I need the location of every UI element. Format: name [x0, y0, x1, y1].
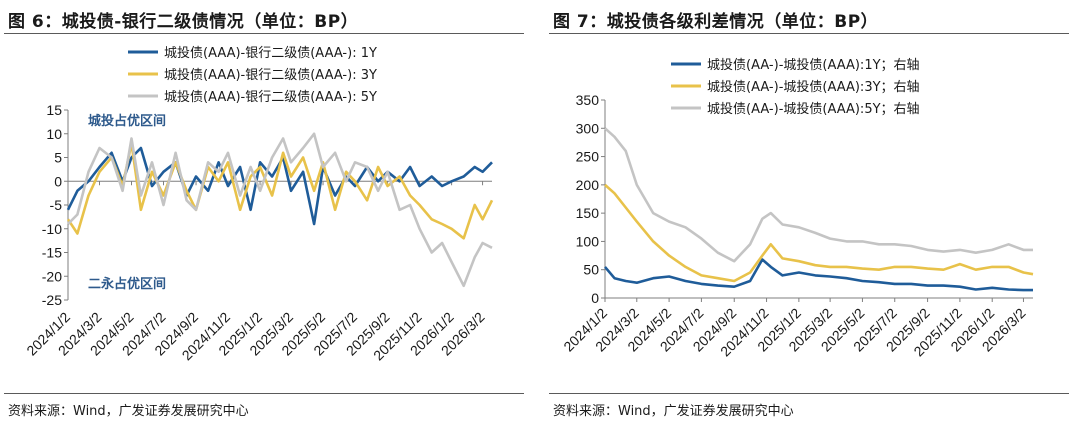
y-tick-label: -10	[42, 221, 62, 237]
series-line-2	[66, 142, 494, 240]
right-top-rule	[549, 33, 1069, 34]
right-bottom-rule	[549, 393, 1069, 394]
annotation-erjiyong-advantage: 二永占优区间	[88, 276, 166, 292]
left-top-rule	[4, 33, 524, 34]
y-tick-label: 150	[576, 205, 600, 221]
left-figure-panel: 图 6：城投债-银行二级债情况（单位：BP） -25 -20 -15 -10 -5 0 5 1…	[0, 0, 528, 423]
right-figure-panel: 图 7：城投债各级利差情况（单位：BP） 0 50 100 150 200 250 300 3…	[545, 0, 1073, 423]
left-chart: -25-20-15-10-50510152024/1/22024/3/22024…	[23, 45, 494, 363]
y-tick-label: -20	[42, 268, 62, 284]
y-tick-label: 200	[576, 177, 600, 193]
series-line-3	[67, 132, 493, 288]
series-line-2	[604, 183, 1034, 283]
right-figure-title: 图 7：城投债各级利差情况（单位：BP）	[553, 12, 879, 32]
series-line-3	[604, 127, 1033, 263]
series-line-1	[604, 258, 1033, 292]
legend-label-3: 城投债(AAA)-银行二级债(AAA-): 5Y	[164, 89, 377, 105]
y-tick-label: 10	[46, 126, 62, 142]
right-source-note: 资料来源：Wind，广发证券发展研究中心	[553, 404, 794, 419]
left-source-note: 资料来源：Wind，广发证券发展研究中心	[8, 404, 249, 419]
y-tick-label: 15	[46, 102, 62, 118]
y-tick-label: 5	[54, 150, 62, 166]
legend-label-1: 城投债(AAA)-银行二级债(AAA-): 1Y	[164, 45, 377, 61]
legend-label-3: 城投债(AA-)-城投债(AAA):5Y；右轴	[707, 101, 920, 117]
left-figure-title: 图 6：城投债-银行二级债情况（单位：BP）	[8, 12, 359, 32]
legend-label-1: 城投债(AA-)-城投债(AAA):1Y；右轴	[707, 57, 920, 73]
y-tick-label: 300	[576, 120, 600, 136]
right-chart: 0501001502002503003502024/1/22024/3/2202…	[560, 57, 1034, 359]
legend-label-2: 城投债(AAA)-银行二级债(AAA-): 3Y	[164, 67, 377, 83]
series-line-1	[66, 146, 493, 226]
y-tick-label: 0	[591, 290, 599, 306]
annotation-chengtou-advantage: 城投占优区间	[88, 113, 166, 129]
y-tick-label: -15	[42, 245, 62, 261]
y-tick-label: 250	[576, 149, 600, 165]
legend-label-2: 城投债(AA-)-城投债(AAA):3Y；右轴	[707, 79, 920, 95]
y-tick-label: -25	[42, 292, 62, 308]
y-tick-label: 0	[54, 173, 62, 189]
y-tick-label: -5	[50, 197, 63, 213]
y-tick-label: 50	[583, 262, 599, 278]
y-tick-label: 100	[576, 233, 600, 249]
y-tick-label: 350	[576, 92, 600, 108]
left-bottom-rule	[4, 393, 524, 394]
